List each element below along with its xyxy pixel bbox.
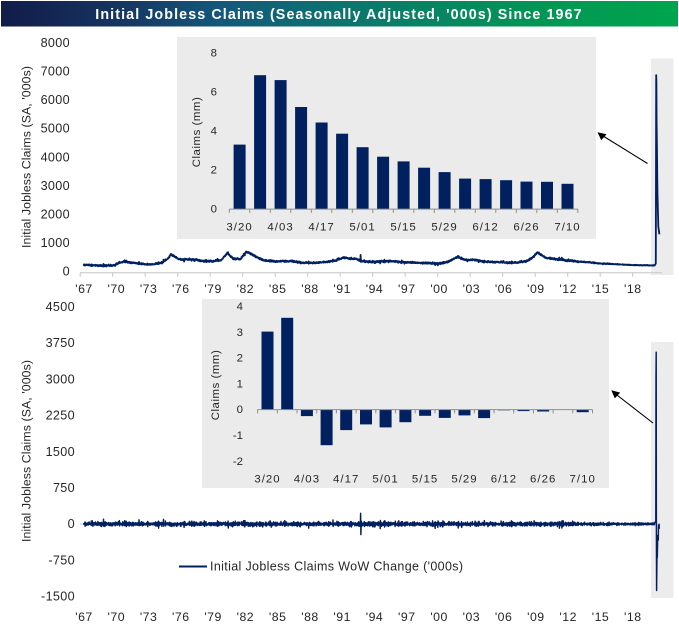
svg-text:'88: '88 — [301, 282, 319, 296]
svg-text:6/26: 6/26 — [513, 222, 539, 234]
svg-text:'88: '88 — [301, 610, 319, 624]
svg-text:4: 4 — [237, 301, 243, 313]
svg-text:8000: 8000 — [41, 36, 70, 50]
svg-text:'94: '94 — [366, 610, 384, 624]
svg-text:-1500: -1500 — [41, 590, 75, 604]
svg-text:7000: 7000 — [41, 65, 70, 79]
svg-text:6/12: 6/12 — [491, 474, 517, 486]
svg-text:'06: '06 — [495, 282, 513, 296]
svg-text:3: 3 — [237, 327, 243, 339]
svg-text:'70: '70 — [108, 282, 126, 296]
svg-text:Claims (mm): Claims (mm) — [191, 97, 203, 168]
svg-text:750: 750 — [53, 481, 75, 495]
svg-text:-2: -2 — [233, 456, 243, 468]
svg-text:6000: 6000 — [41, 93, 70, 107]
svg-text:4/03: 4/03 — [267, 222, 293, 234]
svg-text:5/15: 5/15 — [412, 474, 438, 486]
svg-text:'76: '76 — [172, 610, 190, 624]
svg-text:1000: 1000 — [41, 236, 70, 250]
svg-text:2000: 2000 — [41, 208, 70, 222]
svg-text:'76: '76 — [172, 282, 190, 296]
svg-text:'73: '73 — [140, 610, 158, 624]
svg-text:'85: '85 — [269, 282, 287, 296]
svg-text:Initial Jobless Claims (SA, '0: Initial Jobless Claims (SA, '000s) — [20, 360, 34, 542]
svg-text:8: 8 — [211, 48, 217, 60]
svg-text:'18: '18 — [624, 282, 642, 296]
svg-text:'79: '79 — [204, 610, 222, 624]
svg-text:2: 2 — [237, 353, 243, 365]
svg-text:5/01: 5/01 — [349, 222, 375, 234]
svg-text:'67: '67 — [75, 610, 93, 624]
svg-text:'91: '91 — [333, 610, 351, 624]
svg-text:'79: '79 — [204, 282, 222, 296]
svg-text:Initial Jobless Claims WoW Cha: Initial Jobless Claims WoW Change ('000s… — [210, 560, 463, 574]
svg-text:Claims (mm): Claims (mm) — [210, 350, 222, 421]
svg-text:2250: 2250 — [46, 409, 75, 423]
svg-text:1500: 1500 — [46, 445, 75, 459]
svg-text:6: 6 — [211, 87, 217, 99]
svg-text:2: 2 — [211, 165, 217, 177]
svg-text:4500: 4500 — [46, 300, 75, 314]
svg-text:3000: 3000 — [46, 372, 75, 386]
svg-text:'06: '06 — [495, 610, 513, 624]
svg-text:Initial Jobless Claims (SA, '0: Initial Jobless Claims (SA, '000s) — [20, 66, 34, 248]
svg-text:5000: 5000 — [41, 122, 70, 136]
svg-text:4/17: 4/17 — [333, 474, 359, 486]
svg-text:'94: '94 — [366, 282, 384, 296]
svg-text:4/17: 4/17 — [308, 222, 334, 234]
svg-text:4: 4 — [211, 126, 217, 138]
svg-text:'15: '15 — [592, 282, 610, 296]
svg-text:'03: '03 — [463, 282, 481, 296]
svg-text:7/10: 7/10 — [554, 222, 580, 234]
svg-text:6/12: 6/12 — [472, 222, 498, 234]
svg-text:'03: '03 — [463, 610, 481, 624]
svg-text:-1: -1 — [233, 430, 243, 442]
svg-text:'12: '12 — [559, 610, 577, 624]
svg-text:'82: '82 — [237, 610, 255, 624]
svg-text:'09: '09 — [527, 610, 545, 624]
svg-text:'85: '85 — [269, 610, 287, 624]
svg-text:-750: -750 — [48, 553, 75, 567]
svg-text:'15: '15 — [592, 610, 610, 624]
svg-text:'70: '70 — [108, 610, 126, 624]
svg-text:'09: '09 — [527, 282, 545, 296]
svg-text:3750: 3750 — [46, 336, 75, 350]
svg-text:'73: '73 — [140, 282, 158, 296]
svg-text:4000: 4000 — [41, 150, 70, 164]
svg-text:3/20: 3/20 — [226, 222, 252, 234]
svg-text:'00: '00 — [430, 282, 448, 296]
svg-text:4/03: 4/03 — [294, 474, 320, 486]
svg-text:0: 0 — [68, 517, 75, 531]
svg-text:7/10: 7/10 — [570, 474, 596, 486]
svg-text:'97: '97 — [398, 282, 416, 296]
svg-text:3000: 3000 — [41, 179, 70, 193]
svg-text:5/29: 5/29 — [451, 474, 477, 486]
svg-text:1: 1 — [237, 378, 243, 390]
svg-text:Initial Jobless Claims (Season: Initial Jobless Claims (Seasonally Adjus… — [95, 7, 582, 23]
svg-text:5/29: 5/29 — [431, 222, 457, 234]
svg-text:3/20: 3/20 — [254, 474, 280, 486]
svg-text:'18: '18 — [624, 610, 642, 624]
svg-text:'91: '91 — [333, 282, 351, 296]
svg-text:'00: '00 — [430, 610, 448, 624]
svg-text:6/26: 6/26 — [530, 474, 556, 486]
svg-text:'82: '82 — [237, 282, 255, 296]
svg-text:'12: '12 — [559, 282, 577, 296]
svg-text:'67: '67 — [75, 282, 93, 296]
svg-text:0: 0 — [237, 404, 243, 416]
svg-text:0: 0 — [63, 265, 70, 279]
svg-text:0: 0 — [211, 204, 217, 216]
svg-text:'97: '97 — [398, 610, 416, 624]
svg-text:5/15: 5/15 — [390, 222, 416, 234]
svg-text:5/01: 5/01 — [372, 474, 398, 486]
